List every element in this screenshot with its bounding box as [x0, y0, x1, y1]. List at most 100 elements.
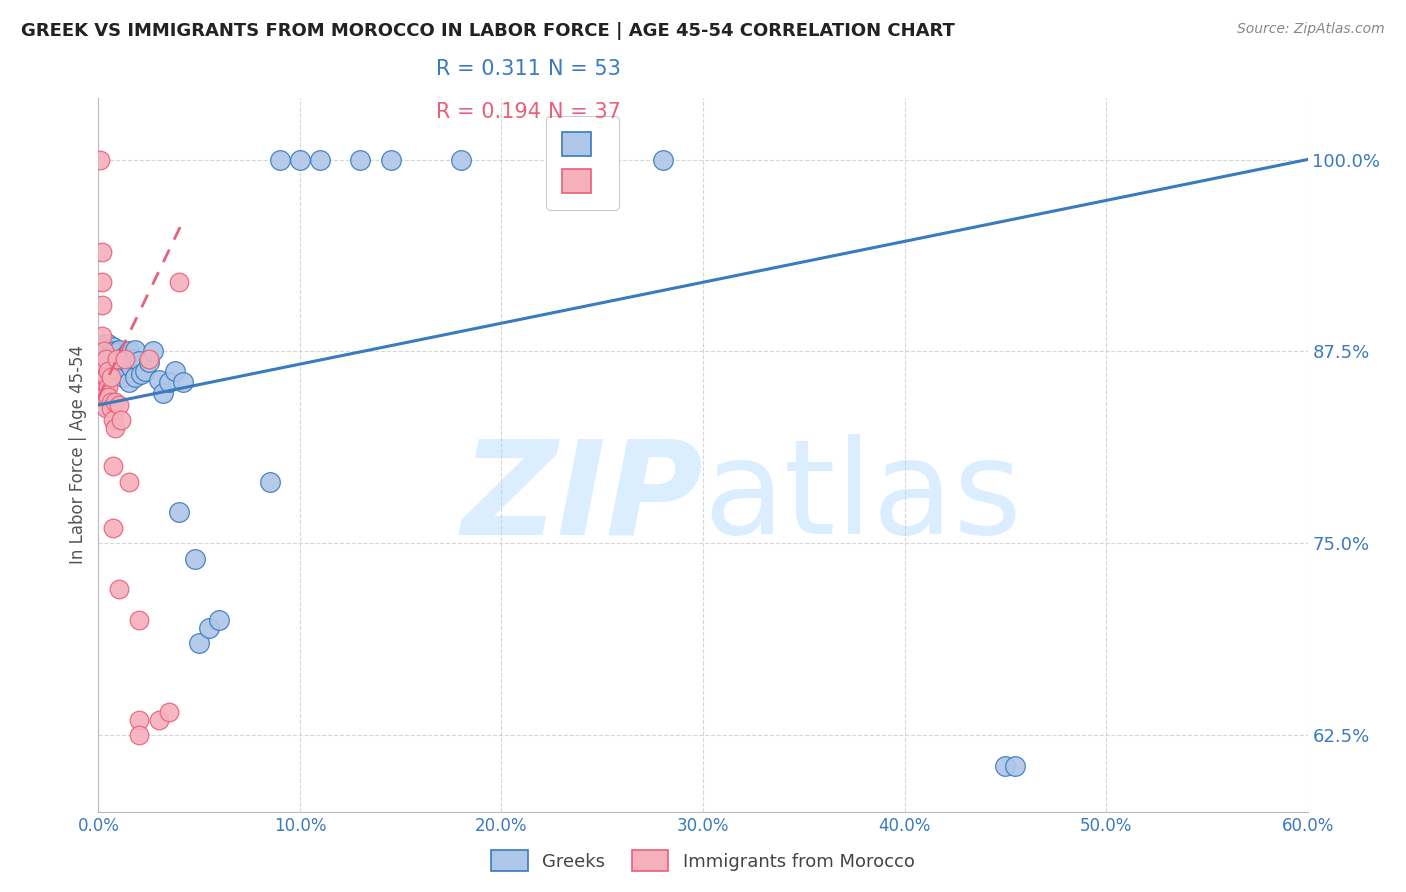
Point: [103, 421, 125, 435]
Text: ZIP: ZIP: [461, 434, 703, 561]
Text: R = 0.194: R = 0.194: [436, 102, 541, 121]
Point: [124, 343, 146, 357]
Point: [128, 728, 150, 742]
Point: [93, 359, 115, 374]
Point: [89, 153, 111, 167]
Text: N = 37: N = 37: [548, 102, 621, 121]
Point: [142, 344, 165, 359]
Point: [115, 355, 138, 369]
Point: [93, 383, 115, 397]
Point: [96, 385, 118, 400]
Point: [120, 359, 142, 374]
Point: [309, 153, 332, 167]
Point: [103, 355, 125, 369]
Point: [110, 413, 132, 427]
Point: [93, 351, 115, 366]
Point: [118, 344, 141, 359]
Point: [93, 344, 115, 359]
Point: [96, 344, 118, 359]
Point: [157, 705, 180, 719]
Point: [91, 275, 114, 289]
Point: [107, 582, 129, 597]
Point: [380, 153, 402, 167]
Text: Source: ZipAtlas.com: Source: ZipAtlas.com: [1237, 22, 1385, 37]
Point: [288, 153, 311, 167]
Point: [152, 385, 174, 400]
Point: [134, 364, 156, 378]
Point: [124, 370, 146, 384]
Text: GREEK VS IMMIGRANTS FROM MOROCCO IN LABOR FORCE | AGE 45-54 CORRELATION CHART: GREEK VS IMMIGRANTS FROM MOROCCO IN LABO…: [21, 22, 955, 40]
Point: [148, 713, 170, 727]
Point: [138, 351, 160, 366]
Point: [100, 395, 122, 409]
Point: [128, 713, 150, 727]
Point: [138, 355, 160, 369]
Point: [994, 758, 1017, 772]
Point: [91, 298, 114, 312]
Point: [148, 374, 170, 388]
Point: [100, 368, 122, 382]
Point: [107, 343, 129, 357]
Point: [100, 351, 122, 366]
Point: [1004, 758, 1026, 772]
Point: [651, 153, 673, 167]
Point: [114, 349, 136, 363]
Point: [349, 153, 371, 167]
Point: [167, 275, 190, 289]
Point: [118, 475, 141, 489]
Point: [100, 401, 122, 416]
Point: [103, 395, 125, 409]
Text: atlas: atlas: [703, 434, 1022, 561]
Point: [96, 370, 118, 384]
Legend: , : ,: [546, 116, 619, 210]
Point: [114, 351, 136, 366]
Point: [118, 375, 141, 389]
Point: [167, 506, 190, 520]
Point: [91, 244, 114, 259]
Point: [103, 344, 125, 359]
Point: [101, 340, 124, 354]
Point: [93, 370, 115, 384]
Point: [157, 375, 180, 389]
Point: [91, 329, 114, 343]
Point: [188, 636, 211, 650]
Point: [105, 351, 128, 366]
Y-axis label: In Labor Force | Age 45-54: In Labor Force | Age 45-54: [69, 345, 87, 565]
Point: [91, 344, 114, 359]
Point: [97, 336, 120, 351]
Point: [121, 351, 143, 366]
Point: [96, 359, 118, 374]
Point: [129, 368, 152, 382]
Point: [97, 344, 120, 359]
Point: [105, 368, 128, 382]
Point: [93, 336, 115, 351]
Point: [100, 344, 122, 359]
Point: [101, 521, 124, 535]
Point: [100, 370, 122, 384]
Point: [111, 370, 134, 384]
Point: [450, 153, 472, 167]
Point: [184, 551, 207, 566]
Point: [105, 346, 128, 360]
Point: [96, 351, 118, 366]
Point: [172, 375, 194, 389]
Text: N = 53: N = 53: [548, 59, 621, 78]
Point: [107, 364, 129, 378]
Point: [107, 398, 129, 412]
Text: R = 0.311: R = 0.311: [436, 59, 541, 78]
Point: [97, 364, 120, 378]
Point: [198, 621, 221, 635]
Point: [163, 364, 186, 378]
Point: [110, 351, 132, 366]
Point: [128, 613, 150, 627]
Point: [97, 390, 120, 404]
Point: [101, 349, 124, 363]
Point: [269, 153, 291, 167]
Point: [101, 413, 124, 427]
Point: [96, 401, 118, 416]
Point: [101, 459, 124, 474]
Point: [208, 613, 231, 627]
Legend: Greeks, Immigrants from Morocco: Greeks, Immigrants from Morocco: [484, 843, 922, 879]
Point: [259, 475, 281, 489]
Point: [128, 353, 150, 368]
